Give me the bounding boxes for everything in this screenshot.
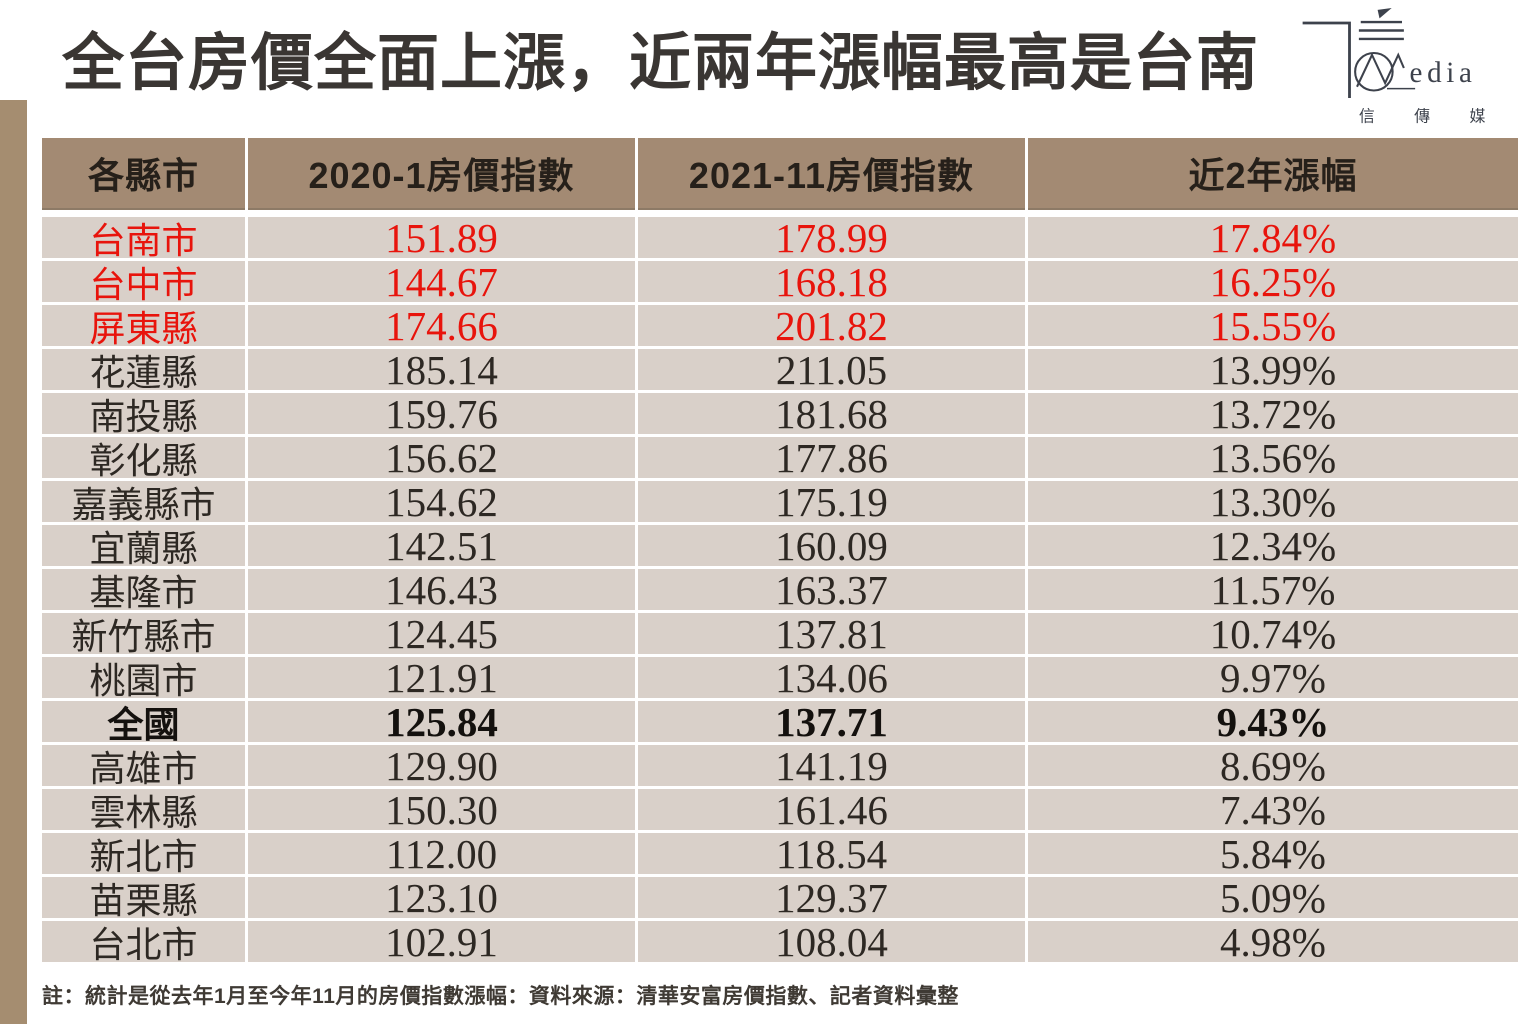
cell-change-2yr: 5.84% — [1028, 831, 1518, 877]
cell-index-2020-1: 144.67 — [248, 259, 635, 305]
logo-media-text: edia — [1410, 57, 1477, 89]
cell-city: 新北市 — [42, 833, 245, 877]
cell-change-2yr: 10.74% — [1028, 611, 1518, 657]
cell-index-2020-1: 102.91 — [248, 919, 635, 965]
cnews-media-logo: edia 信傳媒 — [1297, 4, 1522, 132]
cell-city: 桃園市 — [42, 657, 245, 701]
cell-city: 彰化縣 — [42, 437, 245, 481]
table-body: 台南市 151.89 178.99 17.84% 台中市 144.67 168.18 16.2… — [42, 215, 1518, 965]
cell-change-2yr: 9.97% — [1028, 655, 1518, 701]
cell-index-2020-1: 185.14 — [248, 347, 635, 393]
cell-change-2yr: 13.30% — [1028, 479, 1518, 525]
cell-city: 宜蘭縣 — [42, 525, 245, 569]
cell-index-2020-1: 142.51 — [248, 523, 635, 569]
cell-index-2021-11: 178.99 — [638, 215, 1025, 261]
cell-index-2021-11: 129.37 — [638, 875, 1025, 921]
cell-index-2020-1: 159.76 — [248, 391, 635, 437]
cell-city: 南投縣 — [42, 393, 245, 437]
cell-change-2yr: 11.57% — [1028, 567, 1518, 613]
cell-index-2021-11: 108.04 — [638, 919, 1025, 965]
cell-change-2yr: 7.43% — [1028, 787, 1518, 833]
cell-index-2021-11: 134.06 — [638, 655, 1025, 701]
cell-city: 台南市 — [42, 217, 245, 261]
cell-city: 苗栗縣 — [42, 877, 245, 921]
cell-city: 高雄市 — [42, 745, 245, 789]
logo-bracket-shape — [1302, 21, 1351, 98]
left-accent-bar — [0, 100, 27, 1024]
logo-m-shape — [1356, 52, 1405, 88]
cell-index-2021-11: 175.19 — [638, 479, 1025, 525]
cell-index-2020-1: 146.43 — [248, 567, 635, 613]
cell-city: 台北市 — [42, 921, 245, 965]
cell-index-2021-11: 160.09 — [638, 523, 1025, 569]
header-city: 各縣市 — [42, 138, 245, 210]
cell-index-2021-11: 168.18 — [638, 259, 1025, 305]
cell-index-2020-1: 150.30 — [248, 787, 635, 833]
cell-index-2020-1: 129.90 — [248, 743, 635, 789]
cell-city: 屏東縣 — [42, 305, 245, 349]
page-title: 全台房價全面上漲，近兩年漲幅最高是台南 — [62, 29, 1260, 98]
cell-change-2yr: 8.69% — [1028, 743, 1518, 789]
header-index-2020: 2020-1房價指數 — [248, 138, 635, 210]
cell-index-2021-11: 118.54 — [638, 831, 1025, 877]
cell-index-2020-1: 124.45 — [248, 611, 635, 657]
cell-index-2020-1: 156.62 — [248, 435, 635, 481]
cell-change-2yr: 13.72% — [1028, 391, 1518, 437]
table-header-row: 各縣市 2020-1房價指數 2021-11房價指數 近2年漲幅 — [42, 138, 1518, 210]
cell-city: 全國 — [42, 701, 245, 745]
cell-index-2021-11: 163.37 — [638, 567, 1025, 613]
cell-change-2yr: 15.55% — [1028, 303, 1518, 349]
cell-change-2yr: 13.56% — [1028, 435, 1518, 481]
cell-index-2020-1: 121.91 — [248, 655, 635, 701]
cell-index-2020-1: 154.62 — [248, 479, 635, 525]
cell-index-2021-11: 211.05 — [638, 347, 1025, 393]
cell-change-2yr: 5.09% — [1028, 875, 1518, 921]
cell-index-2021-11: 181.68 — [638, 391, 1025, 437]
cell-index-2021-11: 137.81 — [638, 611, 1025, 657]
logo-tick-shape — [1377, 8, 1392, 19]
header-index-2021: 2021-11房價指數 — [638, 138, 1025, 210]
cell-index-2021-11: 177.86 — [638, 435, 1025, 481]
cell-city: 雲林縣 — [42, 789, 245, 833]
cell-change-2yr: 13.99% — [1028, 347, 1518, 393]
cell-index-2020-1: 125.84 — [248, 699, 635, 745]
cell-index-2020-1: 123.10 — [248, 875, 635, 921]
cell-index-2021-11: 201.82 — [638, 303, 1025, 349]
cell-index-2020-1: 112.00 — [248, 831, 635, 877]
cell-city: 嘉義縣市 — [42, 481, 245, 525]
cell-change-2yr: 4.98% — [1028, 919, 1518, 965]
cell-change-2yr: 9.43% — [1028, 699, 1518, 745]
cell-city: 台中市 — [42, 261, 245, 305]
logo-c-circle — [1354, 51, 1394, 92]
cell-index-2021-11: 141.19 — [638, 743, 1025, 789]
cell-city: 花蓮縣 — [42, 349, 245, 393]
cell-change-2yr: 17.84% — [1028, 215, 1518, 261]
logo-cjk-text: 信傳媒 — [1359, 107, 1522, 125]
cell-index-2020-1: 174.66 — [248, 303, 635, 349]
cell-change-2yr: 12.34% — [1028, 523, 1518, 569]
house-price-index-table: 各縣市 2020-1房價指數 2021-11房價指數 近2年漲幅 台南市 151.… — [42, 138, 1518, 965]
footnote: 註：統計是從去年1月至今年11月的房價指數漲幅：資料來源：清華安富房價指數、記者… — [42, 985, 959, 1008]
header-change-2yr: 近2年漲幅 — [1028, 138, 1518, 210]
cell-index-2020-1: 151.89 — [248, 215, 635, 261]
cell-index-2021-11: 137.71 — [638, 699, 1025, 745]
cell-city: 基隆市 — [42, 569, 245, 613]
cell-city: 新竹縣市 — [42, 613, 245, 657]
cell-change-2yr: 16.25% — [1028, 259, 1518, 305]
cnews-logo-graphic: edia 信傳媒 — [1302, 8, 1522, 125]
cell-index-2021-11: 161.46 — [638, 787, 1025, 833]
